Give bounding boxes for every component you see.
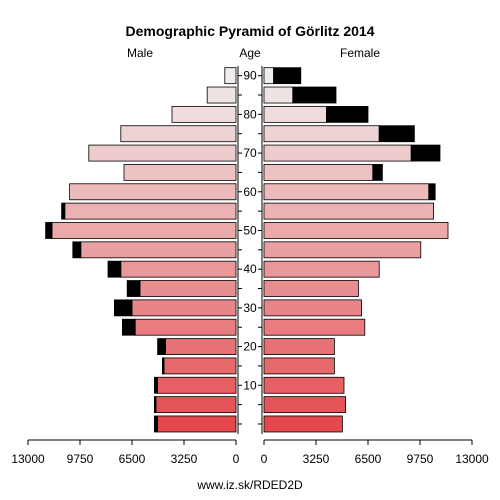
female-excess-bar-90+ bbox=[273, 67, 302, 85]
age-tick-label: 60 bbox=[243, 185, 257, 199]
female-bar-5-9 bbox=[263, 396, 346, 414]
male-bar-45-49 bbox=[80, 241, 237, 259]
female-bar-10-14 bbox=[263, 376, 345, 394]
male-excess-bar-35-39 bbox=[126, 280, 141, 297]
male-bar-15-19 bbox=[163, 357, 237, 375]
male-excess-bar-50-54 bbox=[45, 222, 53, 239]
age-tick-label: 80 bbox=[243, 107, 257, 121]
male-bar-25-29 bbox=[134, 318, 237, 336]
female-x-tick-label: 13000 bbox=[455, 452, 489, 466]
female-excess-bar-80-84 bbox=[325, 105, 369, 123]
age-tick-label: 10 bbox=[243, 378, 257, 392]
female-bar-15-19 bbox=[263, 357, 335, 375]
female-bar-80-84 bbox=[263, 105, 327, 123]
male-bar-60-64 bbox=[69, 183, 237, 201]
female-excess-bar-60-64 bbox=[428, 183, 436, 201]
female-x-tick-label: 0 bbox=[261, 452, 268, 466]
age-tick-label: 30 bbox=[243, 301, 257, 315]
female-bar-40-44 bbox=[263, 260, 380, 278]
male-bar-55-59 bbox=[64, 202, 237, 220]
female-bar-90+ bbox=[263, 67, 275, 85]
age-label: Age bbox=[239, 46, 261, 60]
male-excess-bar-25-29 bbox=[122, 318, 136, 336]
male-bar-0-4 bbox=[157, 415, 237, 433]
male-excess-bar-5-9 bbox=[153, 396, 157, 414]
female-bar-65-69 bbox=[263, 164, 374, 181]
male-excess-bar-55-59 bbox=[61, 202, 66, 220]
male-label: Male bbox=[127, 46, 153, 60]
male-excess-bar-30-34 bbox=[114, 299, 133, 317]
age-tick-label: 70 bbox=[243, 146, 257, 160]
male-excess-bar-0-4 bbox=[153, 415, 158, 433]
male-bar-80-84 bbox=[171, 105, 237, 123]
female-x-tick-label: 6500 bbox=[355, 452, 382, 466]
male-x-tick-label: 9750 bbox=[67, 452, 94, 466]
male-excess-bar-10-14 bbox=[153, 376, 158, 394]
female-bar-75-79 bbox=[263, 125, 380, 143]
age-tick-label: 40 bbox=[243, 262, 257, 276]
female-bar-35-39 bbox=[263, 280, 359, 297]
male-excess-bar-15-19 bbox=[161, 357, 165, 375]
female-bar-0-4 bbox=[263, 415, 343, 433]
male-excess-bar-40-44 bbox=[107, 260, 122, 278]
source-label: www.iz.sk/RDED2D bbox=[196, 478, 303, 492]
male-bar-70-74 bbox=[88, 144, 237, 162]
male-x-tick-label: 3250 bbox=[171, 452, 198, 466]
male-bar-30-34 bbox=[131, 299, 237, 317]
male-excess-bar-45-49 bbox=[72, 241, 82, 259]
male-bar-50-54 bbox=[51, 222, 237, 239]
male-bar-40-44 bbox=[120, 260, 237, 278]
female-label: Female bbox=[340, 46, 380, 60]
male-bar-75-79 bbox=[120, 125, 237, 143]
female-bar-60-64 bbox=[263, 183, 430, 201]
bars-group bbox=[45, 67, 449, 433]
female-excess-bar-65-69 bbox=[372, 164, 383, 181]
axes-group: 10 20 30 40 50 60 70 80 90 13000 9750 6500 3250 0 0 325… bbox=[11, 66, 489, 466]
male-bar-10-14 bbox=[157, 376, 237, 394]
chart-title: Demographic Pyramid of Görlitz 2014 bbox=[126, 23, 375, 39]
female-bar-55-59 bbox=[263, 202, 435, 220]
female-bar-50-54 bbox=[263, 222, 449, 239]
age-tick-label: 50 bbox=[243, 223, 257, 237]
female-bar-70-74 bbox=[263, 144, 412, 162]
age-tick-label: 90 bbox=[243, 69, 257, 83]
female-excess-bar-75-79 bbox=[378, 125, 415, 143]
male-bar-35-39 bbox=[139, 280, 237, 297]
male-x-tick-label: 0 bbox=[233, 452, 240, 466]
male-bar-85-89 bbox=[206, 86, 237, 104]
female-excess-bar-70-74 bbox=[410, 144, 441, 162]
male-x-tick-label: 6500 bbox=[119, 452, 146, 466]
female-bar-25-29 bbox=[263, 318, 366, 336]
female-bar-45-49 bbox=[263, 241, 422, 259]
male-excess-bar-20-24 bbox=[157, 338, 167, 355]
female-bar-85-89 bbox=[263, 86, 294, 104]
female-bar-20-24 bbox=[263, 338, 335, 355]
male-bar-5-9 bbox=[155, 396, 237, 414]
female-bar-30-34 bbox=[263, 299, 362, 317]
male-x-tick-label: 13000 bbox=[11, 452, 45, 466]
female-x-tick-label: 3250 bbox=[303, 452, 330, 466]
age-tick-label: 20 bbox=[243, 340, 257, 354]
female-excess-bar-85-89 bbox=[292, 86, 337, 104]
male-bar-20-24 bbox=[165, 338, 237, 355]
male-bar-90+ bbox=[224, 67, 237, 85]
female-x-tick-label: 9750 bbox=[407, 452, 434, 466]
male-bar-65-69 bbox=[123, 164, 237, 181]
